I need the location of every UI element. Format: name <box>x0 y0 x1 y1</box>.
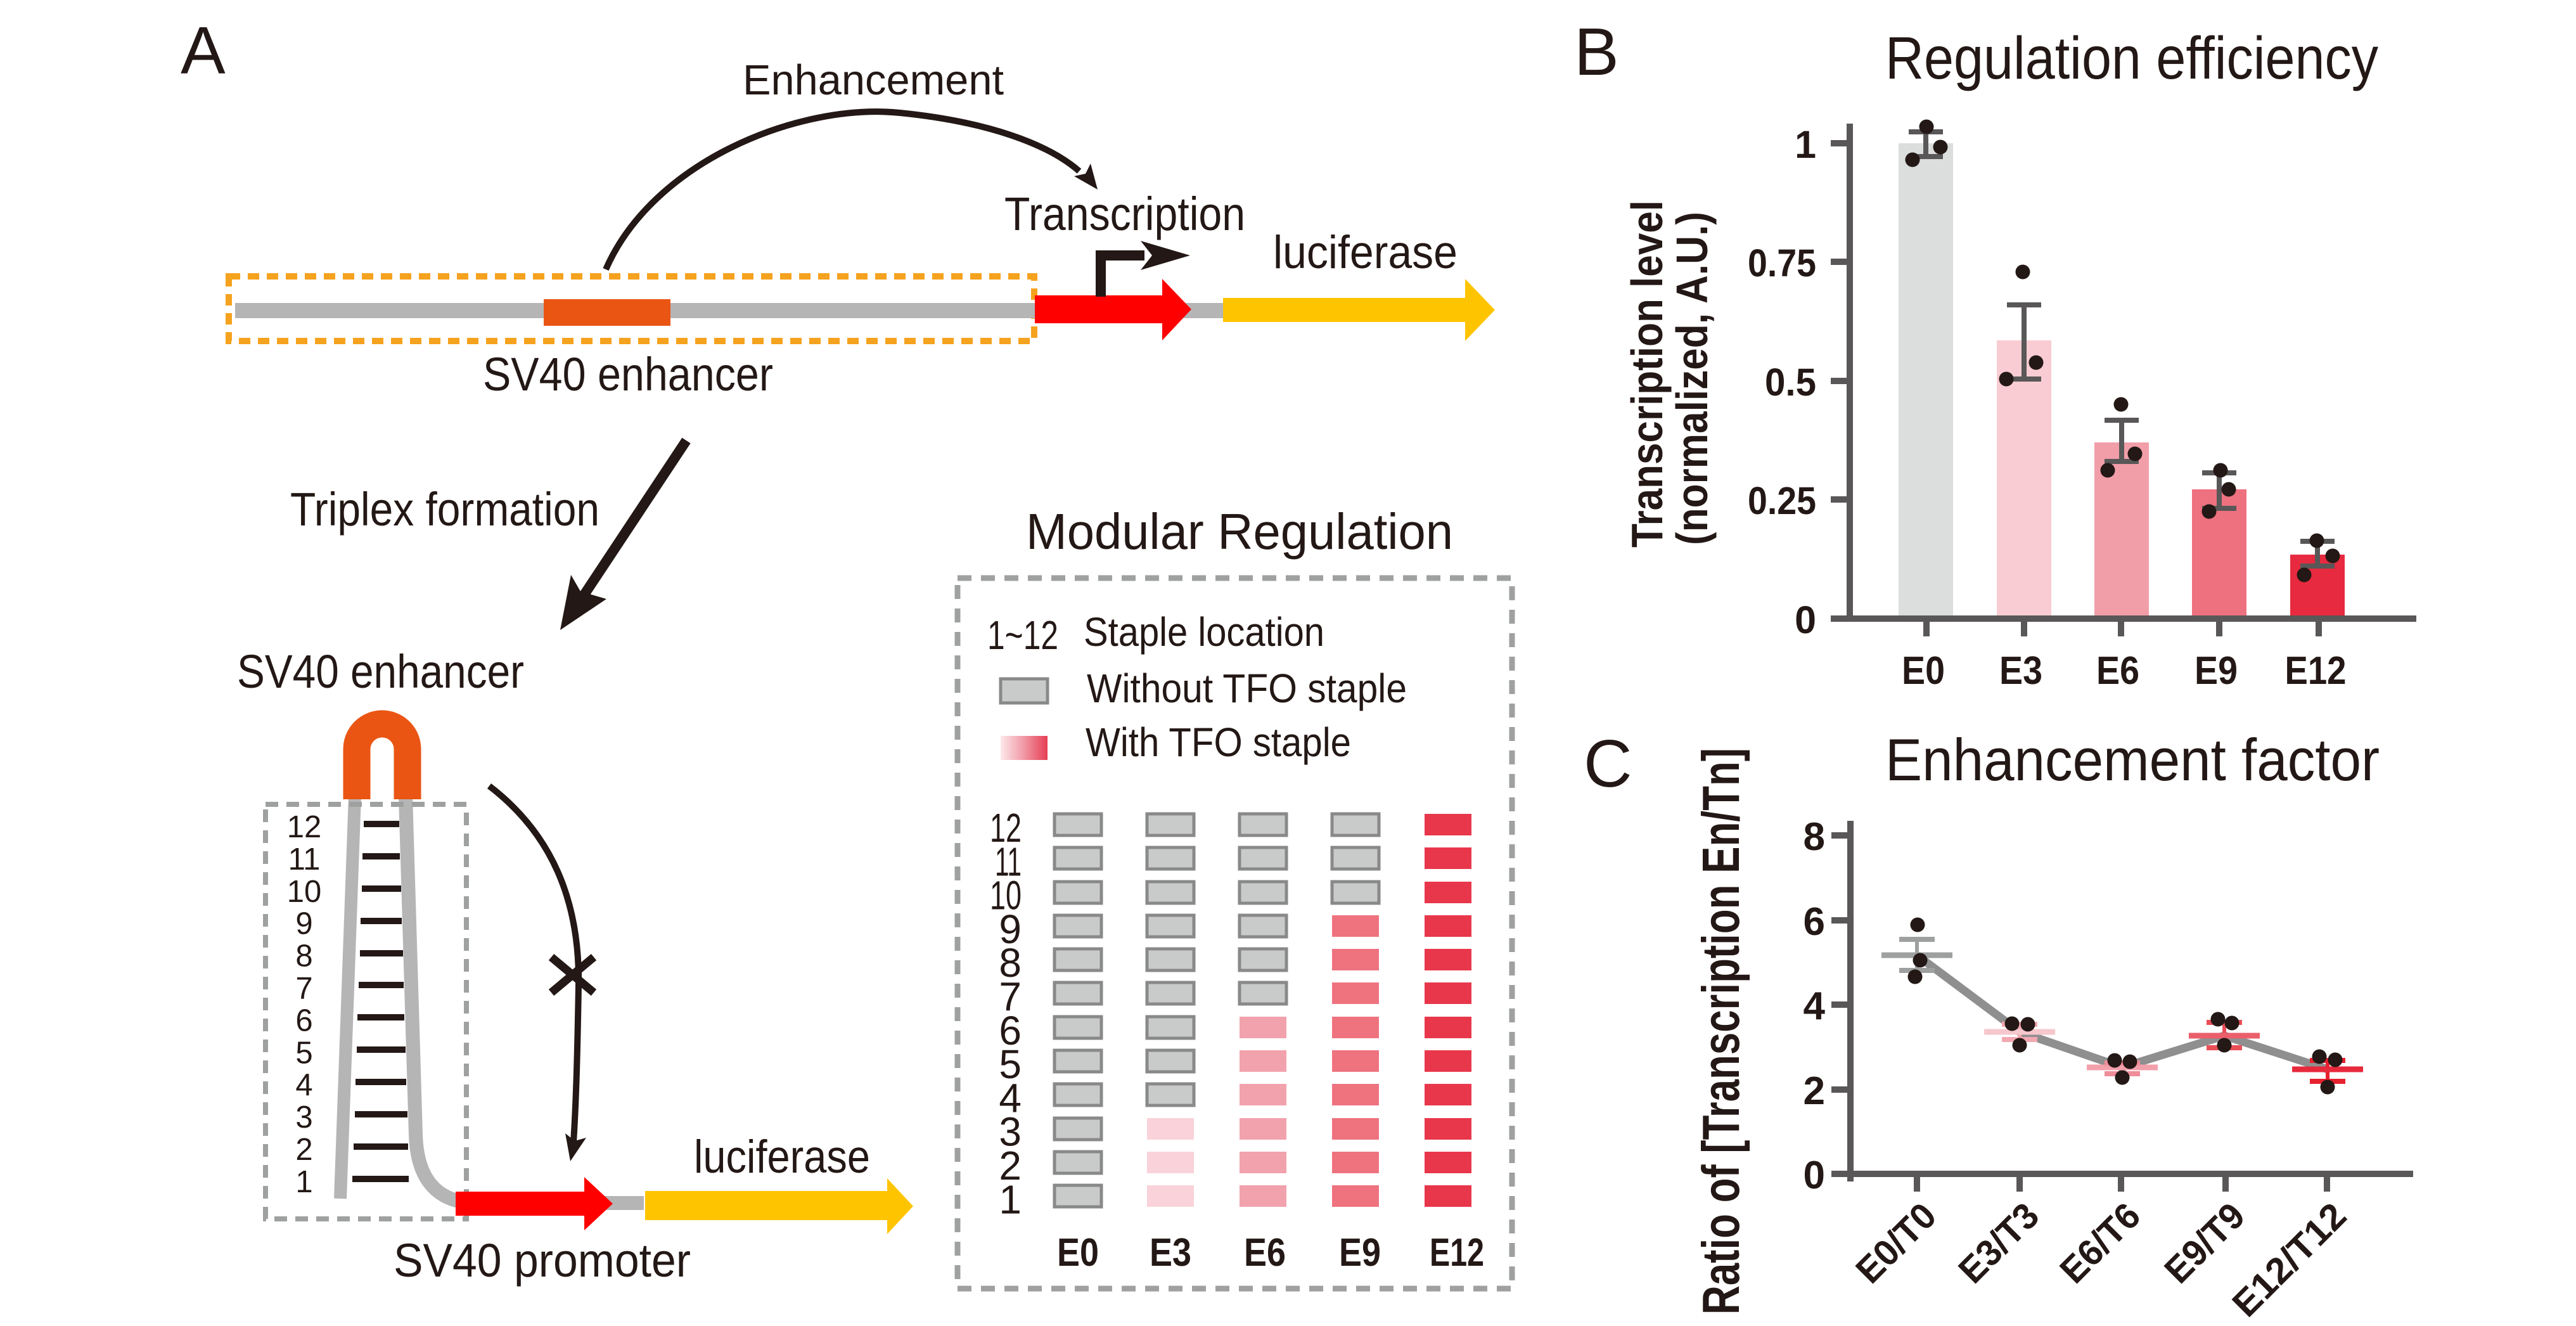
svg-text:0.25: 0.25 <box>1748 479 1816 522</box>
svg-text:1: 1 <box>295 1165 312 1199</box>
svg-text:9: 9 <box>295 907 312 941</box>
svg-text:E3: E3 <box>1999 649 2042 693</box>
svg-text:6: 6 <box>295 1003 312 1038</box>
svg-text:2: 2 <box>295 1133 312 1167</box>
svg-text:E12: E12 <box>1430 1231 1484 1275</box>
svg-text:E0: E0 <box>1057 1231 1099 1275</box>
svg-text:Ratio of [Transcription En/Tn]: Ratio of [Transcription En/Tn] <box>1691 748 1750 1315</box>
svg-text:0.5: 0.5 <box>1765 361 1816 404</box>
svg-text:E9: E9 <box>2195 649 2238 693</box>
svg-text:9: 9 <box>999 906 1022 952</box>
svg-text:10: 10 <box>990 873 1022 918</box>
svg-text:C: C <box>1584 726 1632 801</box>
svg-text:3: 3 <box>295 1100 312 1135</box>
svg-text:E6: E6 <box>2096 649 2139 693</box>
svg-text:12: 12 <box>990 805 1022 851</box>
svg-text:1~12: 1~12 <box>987 612 1058 658</box>
svg-text:6: 6 <box>1804 900 1825 944</box>
svg-text:2: 2 <box>999 1143 1022 1188</box>
svg-text:12: 12 <box>287 810 322 844</box>
svg-text:B: B <box>1574 15 1619 89</box>
svg-text:Transcription: Transcription <box>1004 188 1245 240</box>
svg-text:luciferase: luciferase <box>1273 227 1458 278</box>
svg-text:4: 4 <box>295 1068 312 1102</box>
svg-text:5: 5 <box>999 1041 1022 1087</box>
svg-text:Transcription level: Transcription level <box>1622 200 1672 548</box>
svg-text:2: 2 <box>1804 1069 1825 1113</box>
svg-text:E3: E3 <box>1150 1231 1191 1275</box>
svg-text:Staple location: Staple location <box>1084 609 1324 655</box>
svg-text:4: 4 <box>999 1075 1022 1121</box>
svg-text:E12: E12 <box>2285 649 2347 693</box>
svg-text:luciferase: luciferase <box>694 1131 870 1183</box>
svg-text:5: 5 <box>295 1036 312 1070</box>
svg-text:1: 1 <box>999 1176 1022 1222</box>
svg-text:Modular Regulation: Modular Regulation <box>1026 503 1453 560</box>
svg-text:4: 4 <box>1804 984 1826 1028</box>
svg-text:0: 0 <box>1795 598 1816 641</box>
svg-text:With TFO staple: With TFO staple <box>1086 719 1351 765</box>
svg-text:8: 8 <box>295 939 312 974</box>
svg-text:SV40 enhancer: SV40 enhancer <box>483 348 773 401</box>
svg-text:0.75: 0.75 <box>1748 241 1816 285</box>
svg-text:SV40 enhancer: SV40 enhancer <box>237 645 524 698</box>
svg-text:11: 11 <box>288 842 321 877</box>
svg-text:0: 0 <box>1804 1154 1825 1197</box>
svg-text:7: 7 <box>295 972 312 1006</box>
svg-text:7: 7 <box>999 974 1022 1020</box>
svg-text:1: 1 <box>1795 123 1816 166</box>
svg-text:3: 3 <box>999 1109 1022 1155</box>
svg-text:11: 11 <box>995 839 1022 884</box>
svg-text:10: 10 <box>287 875 322 909</box>
svg-text:E9: E9 <box>1339 1231 1381 1275</box>
svg-text:SV40 promoter: SV40 promoter <box>394 1234 691 1287</box>
svg-text:8: 8 <box>999 940 1022 986</box>
svg-text:(normalized, A.U.): (normalized, A.U.) <box>1667 212 1717 545</box>
svg-text:A: A <box>181 13 226 88</box>
svg-text:Regulation efficiency: Regulation efficiency <box>1885 25 2378 92</box>
svg-text:E6: E6 <box>1244 1231 1286 1275</box>
svg-text:E0: E0 <box>1902 649 1945 693</box>
svg-text:Without TFO staple: Without TFO staple <box>1087 666 1407 711</box>
svg-text:Triplex formation: Triplex formation <box>290 483 599 536</box>
svg-text:6: 6 <box>999 1008 1022 1053</box>
svg-text:Enhancement: Enhancement <box>743 56 1004 104</box>
svg-text:8: 8 <box>1804 815 1825 859</box>
svg-text:Enhancement factor: Enhancement factor <box>1885 726 2380 793</box>
